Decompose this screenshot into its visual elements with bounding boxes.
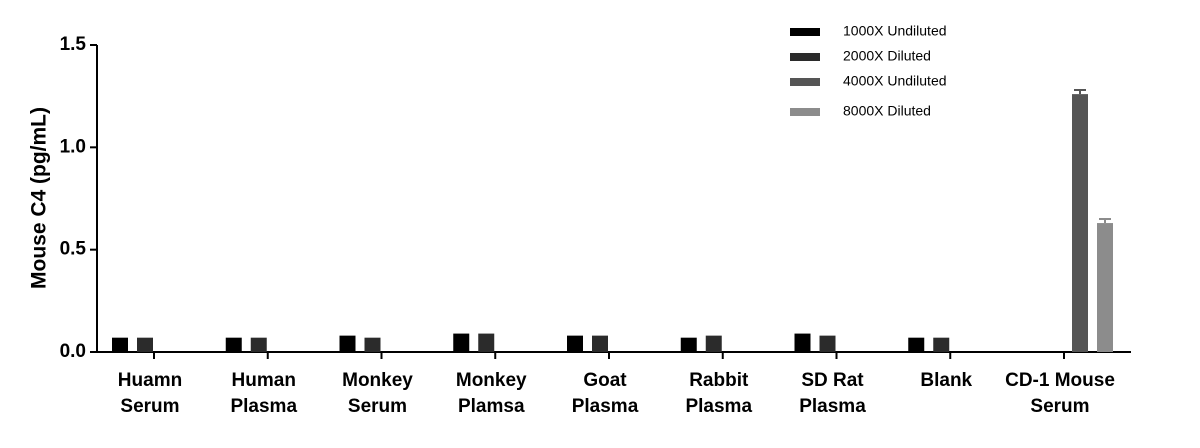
bar bbox=[137, 337, 153, 352]
x-tick-label: SD Rat bbox=[801, 370, 864, 391]
legend-label: 1000X Undiluted bbox=[843, 23, 947, 39]
x-tick-label: Monkey bbox=[456, 370, 527, 391]
x-tick-label: Plasma bbox=[685, 396, 752, 417]
legend-swatch bbox=[790, 108, 820, 116]
x-tick-label: Plasma bbox=[799, 396, 866, 417]
x-tick-label: Huamn bbox=[118, 370, 182, 391]
legend-swatch bbox=[790, 28, 820, 36]
legend-swatch bbox=[790, 53, 820, 61]
x-tick-label: Plamsa bbox=[458, 396, 525, 417]
bar bbox=[705, 335, 722, 352]
x-tick-label: Serum bbox=[120, 396, 179, 417]
x-tick-label: Serum bbox=[1030, 396, 1089, 417]
y-tick-label: 1.5 bbox=[60, 34, 87, 55]
bar bbox=[794, 333, 811, 352]
bar bbox=[819, 335, 836, 352]
bar bbox=[339, 335, 356, 352]
y-tick-label: 0.0 bbox=[60, 341, 86, 362]
bar bbox=[112, 337, 128, 352]
y-axis-title: Mouse C4 (pg/mL) bbox=[28, 107, 51, 289]
bar bbox=[364, 337, 381, 352]
x-tick-label: Goat bbox=[583, 370, 627, 391]
legend-swatch bbox=[790, 78, 820, 86]
x-tick-label: Monkey bbox=[342, 370, 413, 391]
bar bbox=[933, 337, 950, 352]
bar bbox=[908, 337, 925, 352]
x-tick-label: Human bbox=[232, 370, 296, 391]
error-bar bbox=[1074, 89, 1086, 95]
bar bbox=[1097, 223, 1113, 352]
x-tick-label: Serum bbox=[348, 396, 407, 417]
bar bbox=[453, 333, 470, 352]
bar bbox=[1072, 94, 1088, 353]
bar bbox=[567, 335, 583, 352]
x-tick-label: Rabbit bbox=[689, 370, 749, 391]
legend-label: 8000X Diluted bbox=[843, 103, 931, 119]
bar bbox=[478, 333, 495, 352]
legend-label: 4000X Undiluted bbox=[843, 73, 947, 89]
x-tick-label: Plasma bbox=[230, 396, 297, 417]
bar bbox=[680, 337, 697, 352]
x-tick-label: Blank bbox=[920, 370, 972, 391]
y-tick-label: 1.0 bbox=[60, 136, 86, 157]
error-bar bbox=[1099, 217, 1111, 224]
x-tick-label: CD-1 Mouse bbox=[1005, 370, 1115, 391]
legend-label: 2000X Diluted bbox=[843, 48, 931, 64]
bar bbox=[225, 337, 242, 352]
y-tick-label: 0.5 bbox=[60, 239, 87, 260]
bar bbox=[250, 337, 267, 352]
x-tick-label: Plasma bbox=[572, 396, 639, 417]
bar bbox=[592, 335, 608, 352]
